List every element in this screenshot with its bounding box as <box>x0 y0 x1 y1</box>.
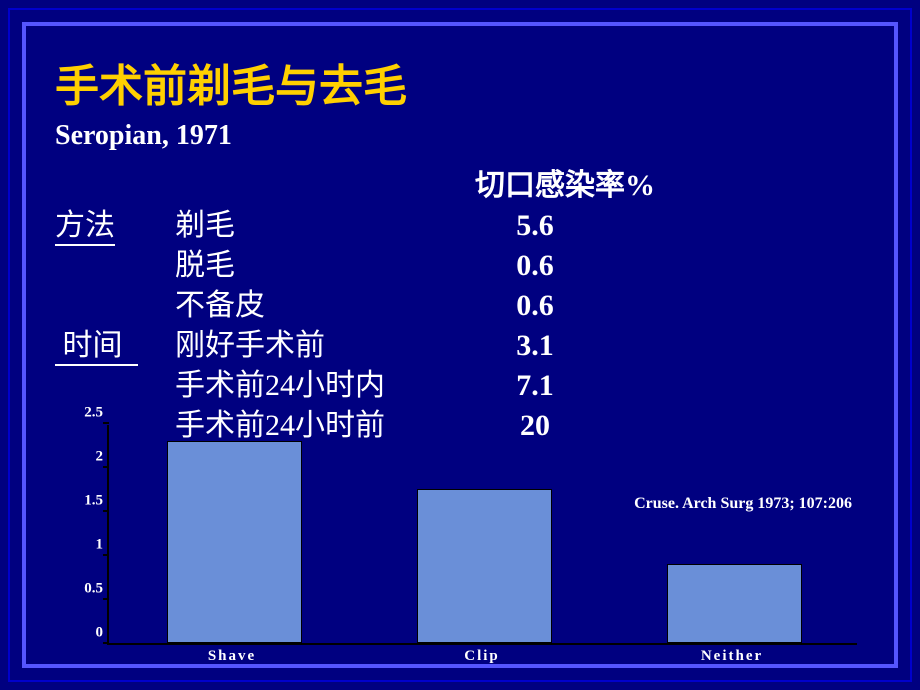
row-label: 刚好手术前 <box>175 320 475 364</box>
row-label: 剃毛 <box>175 200 475 244</box>
value-column-header: 切口感染率% <box>475 160 595 204</box>
category-method: 方法 <box>55 200 115 246</box>
table-row: 手术前24小时内 7.1 <box>55 360 595 400</box>
row-label: 不备皮 <box>175 280 475 324</box>
table-row: 时间 刚好手术前 3.1 <box>55 320 595 360</box>
row-value: 0.6 <box>475 249 595 283</box>
plot-area <box>107 425 857 645</box>
y-tick-label: 0.5 <box>67 581 103 598</box>
table-row: 脱毛 0.6 <box>55 240 595 280</box>
category-time: 时间 <box>55 320 138 366</box>
slide-title: 手术前剃毛与去毛 <box>55 50 880 114</box>
data-table: 切口感染率% 方法 剃毛 5.6 脱毛 0.6 不备皮 0.6 时间 刚好手术前… <box>55 160 595 440</box>
header-block: 手术前剃毛与去毛 Seropian, 1971 <box>55 50 880 152</box>
row-value: 7.1 <box>475 369 595 403</box>
y-tick-label: 1 <box>67 537 103 554</box>
table-row: 方法 剃毛 5.6 <box>55 200 595 240</box>
x-tick-label: Neither <box>672 648 792 665</box>
row-value: 3.1 <box>475 329 595 363</box>
bar <box>167 441 302 643</box>
bar-chart: 00.511.522.5 ShaveClipNeither <box>67 425 857 665</box>
row-value: 0.6 <box>475 289 595 323</box>
table-header-row: 切口感染率% <box>55 160 595 200</box>
slide-subtitle: Seropian, 1971 <box>55 120 880 152</box>
y-tick-label: 1.5 <box>67 493 103 510</box>
y-tick-label: 2.5 <box>67 405 103 422</box>
row-label: 手术前24小时内 <box>175 360 475 404</box>
row-label: 脱毛 <box>175 240 475 284</box>
y-axis: 00.511.522.5 <box>67 425 103 645</box>
table-row: 不备皮 0.6 <box>55 280 595 320</box>
bar <box>667 564 802 643</box>
x-tick-label: Shave <box>172 648 292 665</box>
x-tick-label: Clip <box>422 648 542 665</box>
bar <box>417 489 552 643</box>
y-tick-label: 0 <box>67 625 103 642</box>
y-tick-label: 2 <box>67 449 103 466</box>
row-value: 5.6 <box>475 209 595 243</box>
